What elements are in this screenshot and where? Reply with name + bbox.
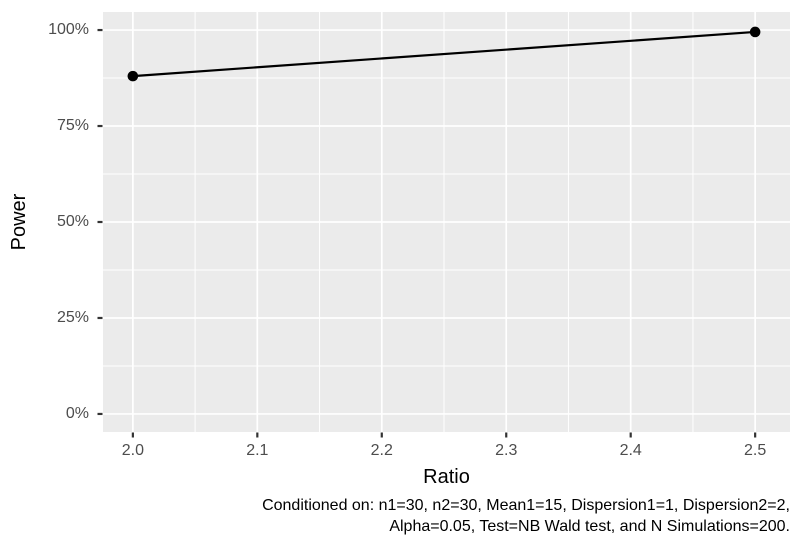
x-axis-title: Ratio bbox=[423, 466, 470, 488]
y-tick-label: 0% bbox=[65, 404, 89, 422]
data-point bbox=[127, 70, 139, 82]
caption-line-1: Conditioned on: n1=30, n2=30, Mean1=15, … bbox=[262, 497, 790, 514]
x-tick-label: 2.5 bbox=[744, 442, 767, 459]
caption-line-2: Alpha=0.05, Test=NB Wald test, and N Sim… bbox=[389, 518, 790, 535]
x-tick-label: 2.2 bbox=[370, 442, 393, 459]
data-line bbox=[132, 30, 756, 78]
y-tick-label: 75% bbox=[56, 117, 89, 135]
y-axis-title: Power bbox=[8, 193, 30, 251]
y-tick-label: 25% bbox=[56, 308, 89, 326]
y-tick-label: 50% bbox=[56, 213, 89, 230]
plot-caption: Conditioned on: n1=30, n2=30, Mean1=15, … bbox=[10, 495, 790, 537]
x-tick-label: 2.1 bbox=[246, 442, 269, 459]
data-point bbox=[749, 26, 761, 38]
x-tick-label: 2.4 bbox=[619, 442, 642, 459]
y-tick-label: 100% bbox=[48, 21, 89, 39]
x-tick-label: 2.0 bbox=[121, 442, 144, 459]
x-tick-label: 2.3 bbox=[495, 442, 518, 459]
